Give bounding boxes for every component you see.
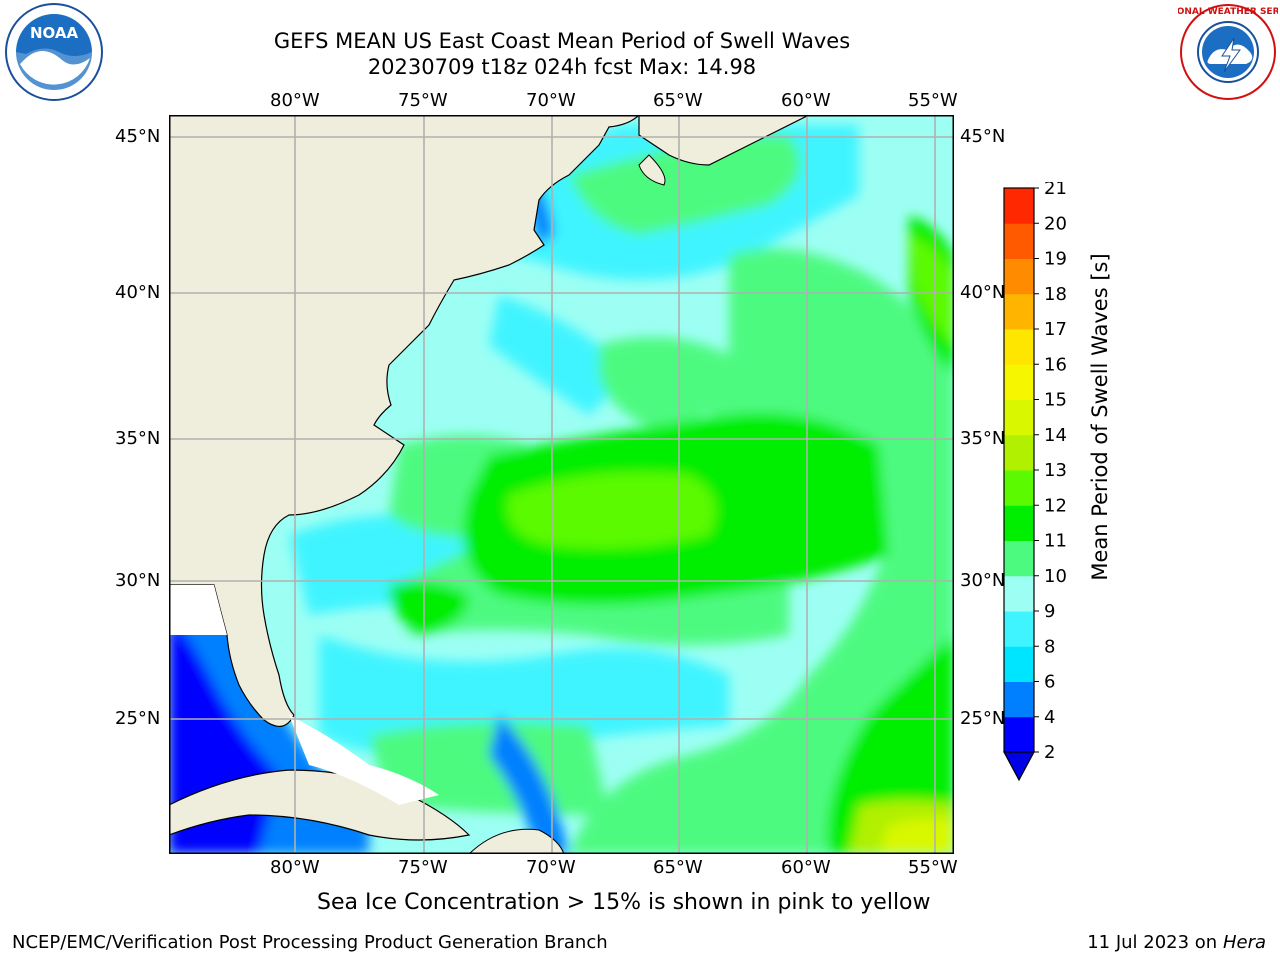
- us-landmass: [168, 114, 641, 727]
- colorbar-under-arrow: [1002, 751, 1036, 782]
- map-frame: [169, 115, 954, 854]
- lon-label-top: 55°W: [908, 90, 958, 111]
- map-graticule: [169, 115, 954, 854]
- lon-label-bottom: 75°W: [398, 857, 448, 878]
- colorbar-graphic: 2 4 6 8 9 10 11 12 13 14 15 16 17 18 19 20 21: [1002, 178, 1067, 782]
- colorbar-tick-label: 20: [1044, 213, 1067, 234]
- colorbar-tick-label: 18: [1044, 284, 1067, 305]
- colorbar-swatch: [1004, 646, 1034, 682]
- nws-logo-text: NATIONAL WEATHER SERVICE: [1178, 7, 1278, 17]
- lat-label-right: 30°N: [960, 570, 1006, 591]
- colorbar-swatch: [1004, 716, 1034, 753]
- lat-label-right: 45°N: [960, 126, 1006, 147]
- colorbar-tick-label: 11: [1044, 531, 1067, 552]
- lat-label-right: 40°N: [960, 282, 1006, 303]
- lat-label-left: 35°N: [115, 428, 161, 449]
- colorbar-swatch: [1004, 188, 1034, 224]
- colorbar-swatch: [1004, 575, 1034, 612]
- colorbar-tick-label: 21: [1044, 182, 1067, 199]
- colorbar-tick-label: 2: [1044, 742, 1055, 763]
- sea-ice-note: Sea Ice Concentration > 15% is shown in …: [317, 890, 931, 915]
- colorbar-tick-label: 14: [1044, 425, 1067, 446]
- colorbar-tick-label: 16: [1044, 354, 1067, 375]
- noaa-logo: NOAA: [4, 2, 104, 102]
- colorbar-tick-label: 17: [1044, 319, 1067, 340]
- footer-timestamp: 11 Jul 2023 on Hera: [1087, 932, 1266, 953]
- colorbar-swatch: [1004, 505, 1034, 541]
- lon-label-top: 65°W: [653, 90, 703, 111]
- lon-label-top: 75°W: [398, 90, 448, 111]
- lat-label-right: 35°N: [960, 428, 1006, 449]
- noaa-logo-text: NOAA: [30, 24, 79, 42]
- footer-credit: NCEP/EMC/Verification Post Processing Pr…: [12, 932, 608, 953]
- colorbar-tick-label: 9: [1044, 601, 1055, 622]
- colorbar-tick-label: 10: [1044, 566, 1067, 587]
- colorbar-swatch: [1004, 364, 1034, 400]
- colorbar-swatch: [1004, 540, 1034, 577]
- lon-label-top: 60°W: [781, 90, 831, 111]
- colorbar-swatch: [1004, 258, 1034, 295]
- lon-label-bottom: 70°W: [526, 857, 576, 878]
- footer-date: 11 Jul 2023 on: [1087, 932, 1223, 953]
- colorbar-swatch: [1004, 434, 1034, 471]
- lat-label-left: 30°N: [115, 570, 161, 591]
- colorbar-label: Mean Period of Swell Waves [s]: [1088, 253, 1112, 581]
- chart-title: GEFS MEAN US East Coast Mean Period of S…: [273, 29, 851, 53]
- lon-label-bottom: 65°W: [653, 857, 703, 878]
- masked-area: [169, 585, 227, 635]
- colorbar-swatch: [1004, 223, 1034, 259]
- maritimes-landmass: [638, 114, 810, 166]
- nova-scotia-landmass: [638, 154, 666, 186]
- colorbar-tick-label: 8: [1044, 636, 1055, 657]
- colorbar-swatch: [1004, 611, 1034, 647]
- colorbar-tick-label: 19: [1044, 249, 1067, 270]
- masked-bahamas: [289, 715, 439, 805]
- lon-label-top: 70°W: [526, 90, 576, 111]
- colorbar-swatch: [1004, 329, 1034, 365]
- lat-label-left: 40°N: [115, 282, 161, 303]
- map-panel: [168, 114, 954, 855]
- colorbar-tick-label: 15: [1044, 390, 1067, 411]
- lat-label-right: 25°N: [960, 708, 1006, 729]
- colorbar-label-wrap: Mean Period of Swell Waves [s]: [1080, 182, 1120, 652]
- chart-subtitle: 20230709 t18z 024h fcst Max: 14.98: [367, 55, 757, 79]
- lon-label-bottom: 60°W: [781, 857, 831, 878]
- footer-host: Hera: [1222, 932, 1266, 953]
- colorbar-tick-label: 6: [1044, 672, 1055, 693]
- lat-label-left: 25°N: [115, 708, 161, 729]
- colorbar: 2 4 6 8 9 10 11 12 13 14 15 16 17 18 19 20 21: [996, 178, 1086, 792]
- colorbar-swatch: [1004, 681, 1034, 718]
- lon-label-top: 80°W: [270, 90, 320, 111]
- colorbar-swatch: [1004, 293, 1034, 330]
- lon-label-bottom: 55°W: [908, 857, 958, 878]
- hispaniola-landmass: [467, 828, 565, 855]
- lat-label-left: 45°N: [115, 126, 161, 147]
- colorbar-swatch: [1004, 399, 1034, 436]
- nws-logo: NATIONAL WEATHER SERVICE: [1153, 2, 1280, 102]
- swell-period-map: [168, 114, 954, 855]
- colorbar-tick-label: 13: [1044, 460, 1067, 481]
- cuba-landmass: [168, 769, 471, 841]
- colorbar-tick-label: 4: [1044, 707, 1055, 728]
- lon-label-bottom: 80°W: [270, 857, 320, 878]
- colorbar-swatch: [1004, 470, 1034, 506]
- colorbar-tick-label: 12: [1044, 495, 1067, 516]
